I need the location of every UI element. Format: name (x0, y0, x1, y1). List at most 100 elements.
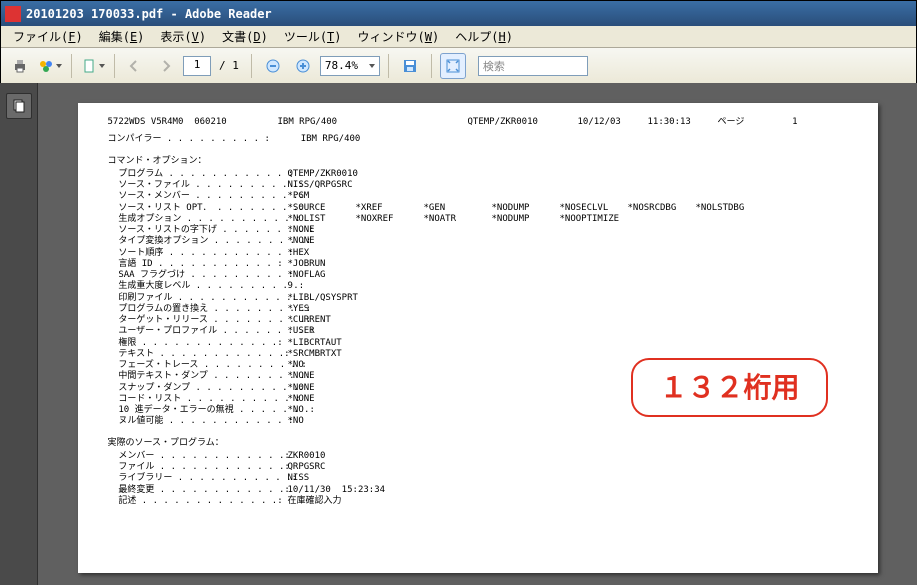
option-values: *NOLIST*NOXREF*NOATR*NODUMP*NOOPTIMIZE (288, 214, 848, 225)
menu-t[interactable]: ツール(T) (276, 26, 350, 47)
toolbar-separator (114, 54, 115, 78)
src-row: ファイル . . . . . . . . . . . .:QRPGSRC (108, 462, 848, 473)
option-values: *HEX (288, 248, 848, 259)
option-row: プログラムの置き換え . . . . . . . . .:*YES (108, 304, 848, 315)
print-button[interactable] (7, 53, 33, 79)
page-count-label: / 1 (215, 59, 243, 72)
option-row: プログラム . . . . . . . . . . . :QTEMP/ZKR00… (108, 169, 848, 180)
hdr-page-label: ページ (718, 117, 768, 128)
option-values: *NONE (288, 236, 848, 247)
zoom-in-button[interactable] (290, 53, 316, 79)
doc-header: 5722WDS V5R4M0 060210 IBM RPG/400 QTEMP/… (108, 117, 848, 128)
pages-panel-button[interactable] (6, 93, 32, 119)
menu-d[interactable]: 文書(D) (214, 26, 276, 47)
annotation-callout: １３２桁用 (631, 358, 827, 417)
option-row: ヌル値可能 . . . . . . . . . . . :*NO (108, 416, 848, 427)
option-label: 10 進データ・エラーの無視 . . . . . . .: (108, 405, 288, 416)
zoom-level-input[interactable]: 78.4% (320, 56, 380, 76)
collab-button[interactable] (37, 53, 63, 79)
option-label: フェーズ・トレース . . . . . . . . . : (108, 360, 288, 371)
src-value: NISS (288, 473, 848, 484)
src-label: 最終変更 . . . . . . . . . . . .: (108, 485, 288, 496)
option-label: ソース・メンバー . . . . . . . . . .: (108, 191, 288, 202)
option-label: SAA フラグづけ . . . . . . . . . : (108, 270, 288, 281)
menu-v[interactable]: 表示(V) (152, 26, 214, 47)
hdr-center: IBM RPG/400 (278, 117, 468, 128)
sidebar (0, 83, 38, 585)
src-label: 記述 . . . . . . . . . . . . .: (108, 496, 288, 507)
toolbar-separator (71, 54, 72, 78)
zoom-level-value: 78.4% (325, 59, 358, 72)
window-titlebar: 20101203 170033.pdf - Adobe Reader (1, 1, 916, 26)
src-row: メンバー . . . . . . . . . . . .:ZKR0010 (108, 451, 848, 462)
option-values: *LIBL/QSYSPRT (288, 293, 848, 304)
page-number-input[interactable]: 1 (183, 56, 211, 76)
src-value: ZKR0010 (288, 451, 848, 462)
src-value: QRPGSRC (288, 462, 848, 473)
menu-e[interactable]: 編集(E) (91, 26, 153, 47)
work-area: 5722WDS V5R4M0 060210 IBM RPG/400 QTEMP/… (0, 83, 917, 585)
option-values: *SOURCE*XREF*GEN*NODUMP*NOSECLVL*NOSRCDB… (288, 203, 848, 214)
option-row: ソース・メンバー . . . . . . . . . .:*PGM (108, 191, 848, 202)
src-row: ライブラリー . . . . . . . . . . .:NISS (108, 473, 848, 484)
option-values: *LIBCRTAUT (288, 338, 848, 349)
document-canvas[interactable]: 5722WDS V5R4M0 060210 IBM RPG/400 QTEMP/… (38, 83, 917, 585)
option-values: *PGM (288, 191, 848, 202)
page: 5722WDS V5R4M0 060210 IBM RPG/400 QTEMP/… (78, 103, 878, 573)
hdr-left: 5722WDS V5R4M0 060210 (108, 117, 278, 128)
search-input[interactable]: 検索 (478, 56, 588, 76)
option-label: プログラム . . . . . . . . . . . : (108, 169, 288, 180)
option-row: ユーザー・プロファイル . . . . . . . . :*USER (108, 326, 848, 337)
option-values: *CURRENT (288, 315, 848, 326)
fit-page-button[interactable] (440, 53, 466, 79)
src-label: ライブラリー . . . . . . . . . . .: (108, 473, 288, 484)
toolbar: 1 / 1 78.4% 検索 (1, 48, 916, 84)
option-values: *NONE (288, 225, 848, 236)
menu-w[interactable]: ウィンドウ(W) (350, 26, 448, 47)
chevron-down-icon (56, 64, 62, 68)
src-row: 最終変更 . . . . . . . . . . . .:10/11/30 15… (108, 485, 848, 496)
option-label: 生成重大度レベル . . . . . . . . . .: (108, 281, 288, 292)
option-label: ターゲット・リリース . . . . . . . . .: (108, 315, 288, 326)
next-page-button[interactable] (153, 53, 179, 79)
src-label: メンバー . . . . . . . . . . . .: (108, 451, 288, 462)
option-label: ユーザー・プロファイル . . . . . . . . : (108, 326, 288, 337)
window-title: 20101203 170033.pdf - Adobe Reader (26, 7, 272, 21)
option-label: スナップ・ダンプ . . . . . . . . . .: (108, 383, 288, 394)
actual-src-table: メンバー . . . . . . . . . . . .:ZKR0010 ファイ… (108, 451, 848, 507)
src-value: 在庫確認入力 (288, 496, 848, 507)
option-label: タイプ変換オプション . . . . . . . . .: (108, 236, 288, 247)
option-label: ソース・ファイル . . . . . . . . . .: (108, 180, 288, 191)
option-label: 言語 ID . . . . . . . . . . . : (108, 259, 288, 270)
option-row: タイプ変換オプション . . . . . . . . .:*NONE (108, 236, 848, 247)
actual-src-label: 実際のソース・プログラム： (108, 438, 848, 449)
option-row: ソース・ファイル . . . . . . . . . .:NISS/QRPGSR… (108, 180, 848, 191)
hdr-path: QTEMP/ZKR0010 (468, 117, 578, 128)
option-row: ソート順序 . . . . . . . . . . . :*HEX (108, 248, 848, 259)
option-row: SAA フラグづけ . . . . . . . . . :*NOFLAG (108, 270, 848, 281)
hdr-time: 11:30:13 (648, 117, 718, 128)
hdr-page-no: 1 (768, 117, 798, 128)
option-label: 印刷ファイル . . . . . . . . . . .: (108, 293, 288, 304)
option-row: 生成オプション . . . . . . . . . . :*NOLIST*NOX… (108, 214, 848, 225)
src-value: 10/11/30 15:23:34 (288, 485, 848, 496)
prev-page-button[interactable] (123, 53, 149, 79)
option-row: ターゲット・リリース . . . . . . . . .:*CURRENT (108, 315, 848, 326)
option-values: *NO (288, 416, 848, 427)
menu-f[interactable]: ファイル(F) (5, 26, 91, 47)
zoom-out-button[interactable] (260, 53, 286, 79)
toolbar-separator (251, 54, 252, 78)
option-label: コード・リスト . . . . . . . . . . : (108, 394, 288, 405)
app-icon (5, 6, 21, 22)
toolbar-separator (431, 54, 432, 78)
menu-h[interactable]: ヘルプ(H) (447, 26, 521, 47)
option-label: ヌル値可能 . . . . . . . . . . . : (108, 416, 288, 427)
option-row: 生成重大度レベル . . . . . . . . . .:9 (108, 281, 848, 292)
single-page-button[interactable] (80, 53, 106, 79)
cmd-options-label: コマンド・オプション： (108, 156, 848, 167)
chevron-down-icon (369, 64, 375, 68)
src-label: ファイル . . . . . . . . . . . .: (108, 462, 288, 473)
save-button[interactable] (397, 53, 423, 79)
option-values: *NOFLAG (288, 270, 848, 281)
option-values: 9 (288, 281, 848, 292)
